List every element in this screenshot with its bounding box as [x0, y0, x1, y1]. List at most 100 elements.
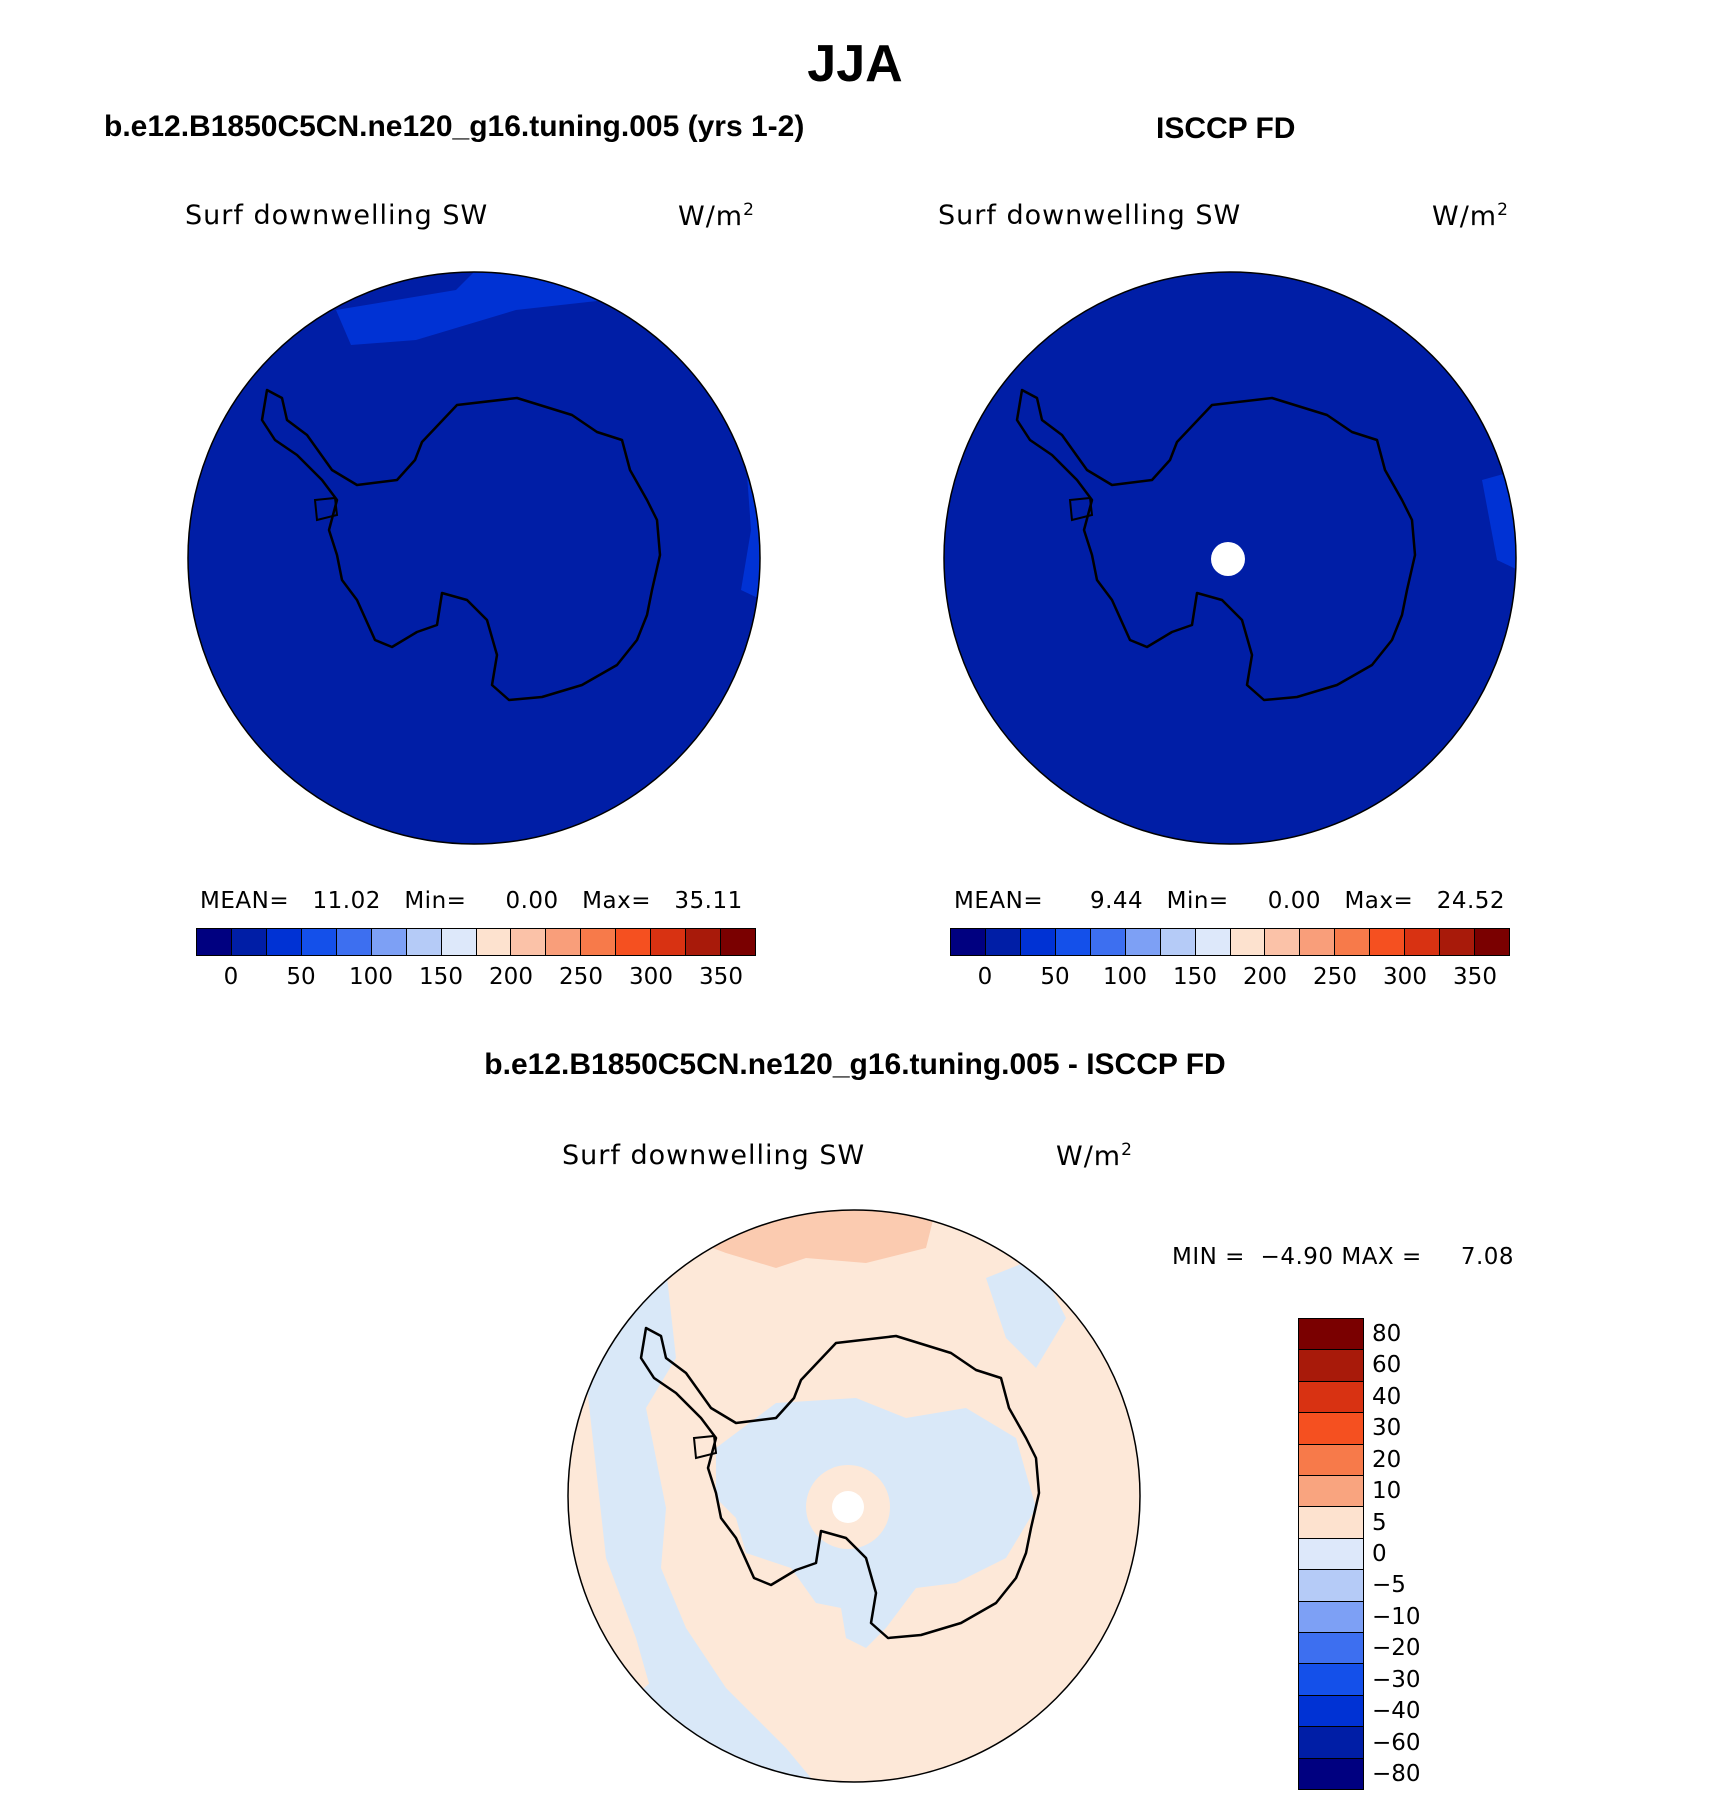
model-min-label: Min= — [404, 888, 467, 914]
colorbar-swatch — [371, 929, 407, 955]
colorbar-tick-label: 250 — [1313, 964, 1357, 990]
model-map — [187, 271, 761, 845]
colorbar-swatch — [231, 929, 267, 955]
colorbar-swatch — [1125, 929, 1161, 955]
colorbar-swatch — [951, 929, 986, 955]
colorbar-tick-label: 200 — [1243, 964, 1287, 990]
colorbar-swatch — [301, 929, 337, 955]
obs-units-label: W/m2 — [1432, 200, 1509, 232]
colorbar-swatch — [1230, 929, 1266, 955]
obs-mean-label: MEAN= — [954, 888, 1044, 914]
colorbar-swatch — [266, 929, 302, 955]
obs-max-label: Max= — [1344, 888, 1414, 914]
model-mean-value: 11.02 — [312, 888, 381, 914]
model-max-label: Max= — [582, 888, 651, 914]
colorbar-tick-label: 20 — [1372, 1446, 1402, 1473]
colorbar-swatch — [1299, 1758, 1363, 1790]
obs-min-label: Min= — [1166, 888, 1229, 914]
figure-title: JJA — [807, 35, 903, 93]
colorbar-swatch — [1299, 1633, 1363, 1665]
obs-max-value: 24.52 — [1436, 888, 1506, 914]
colorbar-tick-label: −80 — [1372, 1761, 1421, 1788]
colorbar-swatch — [1300, 929, 1336, 955]
colorbar-tick-label: 50 — [1040, 964, 1070, 990]
colorbar-tick-label: 300 — [1383, 964, 1427, 990]
colorbar-swatch — [1299, 1570, 1363, 1602]
colorbar-swatch — [546, 929, 582, 955]
colorbar-tick-label: 200 — [489, 964, 533, 990]
colorbar-tick-label: −40 — [1372, 1698, 1421, 1725]
colorbar-swatch — [1299, 1538, 1363, 1571]
colorbar-swatch — [1020, 929, 1056, 955]
diff-max-label: MAX = — [1341, 1244, 1422, 1270]
colorbar-swatch — [511, 929, 547, 955]
colorbar-swatch — [1299, 1381, 1363, 1414]
obs-missing-pole — [1211, 542, 1245, 576]
colorbar-swatch — [721, 929, 755, 955]
colorbar-tick-label: −60 — [1372, 1729, 1421, 1756]
colorbar-tick-label: 0 — [977, 964, 993, 990]
colorbar-tick-label: 150 — [419, 964, 463, 990]
model-units-label: W/m2 — [678, 200, 755, 232]
diff-negative-east-streak — [986, 1258, 1066, 1368]
colorbar-tick-label: −20 — [1372, 1635, 1421, 1662]
diff-units-label: W/m2 — [1056, 1140, 1133, 1172]
model-colorbar — [196, 928, 756, 956]
diff-variable-label: Surf downwelling SW — [562, 1140, 866, 1171]
diff-panel-title: b.e12.B1850C5CN.ne120_g16.tuning.005 - I… — [484, 1048, 1226, 1081]
model-min-value: 0.00 — [505, 888, 559, 914]
colorbar-swatch — [1265, 929, 1301, 955]
obs-variable-label: Surf downwelling SW — [938, 200, 1242, 231]
antarctica-coastline-icon — [639, 1326, 1041, 1640]
model-mean-label: MEAN= — [200, 888, 290, 914]
diff-max-value: 7.08 — [1460, 1244, 1515, 1270]
diff-min-value: −4.90 — [1260, 1244, 1334, 1270]
colorbar-swatch — [476, 929, 512, 955]
colorbar-tick-label: 250 — [559, 964, 603, 990]
colorbar-tick-label: 350 — [699, 964, 743, 990]
colorbar-swatch — [441, 929, 477, 955]
colorbar-swatch — [1299, 1444, 1363, 1477]
colorbar-swatch — [1195, 929, 1231, 955]
colorbar-swatch — [1299, 1350, 1363, 1382]
obs-colorbar — [950, 928, 1510, 956]
obs-min-value: 0.00 — [1267, 888, 1321, 914]
obs-stats: MEAN= 9.44 Min= 0.00 Max= 24.52 — [954, 888, 1505, 914]
colorbar-tick-label: 50 — [286, 964, 316, 990]
colorbar-swatch — [1299, 1664, 1363, 1696]
colorbar-swatch — [1299, 1507, 1363, 1539]
colorbar-swatch — [1475, 929, 1509, 955]
antarctica-coastline-icon — [1015, 388, 1417, 702]
diff-units-text: W/m — [1056, 1141, 1122, 1172]
colorbar-tick-label: −30 — [1372, 1666, 1421, 1693]
colorbar-tick-label: −10 — [1372, 1603, 1421, 1630]
colorbar-tick-label: 150 — [1173, 964, 1217, 990]
diff-units-exponent: 2 — [1121, 1140, 1133, 1160]
colorbar-swatch — [1299, 1476, 1363, 1508]
colorbar-swatch — [1090, 929, 1126, 955]
diff-stats: MIN = −4.90 MAX = 7.08 — [1172, 1244, 1514, 1270]
colorbar-swatch — [1370, 929, 1406, 955]
model-panel-title: b.e12.B1850C5CN.ne120_g16.tuning.005 (yr… — [104, 110, 805, 143]
colorbar-tick-label: 100 — [1103, 964, 1147, 990]
colorbar-tick-label: −5 — [1372, 1572, 1406, 1599]
colorbar-tick-label: 100 — [349, 964, 393, 990]
colorbar-swatch — [1405, 929, 1441, 955]
model-units-exponent: 2 — [743, 200, 755, 220]
colorbar-swatch — [1299, 1413, 1363, 1445]
colorbar-tick-label: 10 — [1372, 1478, 1402, 1505]
obs-units-text: W/m — [1432, 201, 1498, 232]
obs-units-exponent: 2 — [1497, 200, 1509, 220]
obs-map — [943, 271, 1517, 845]
colorbar-swatch — [197, 929, 232, 955]
colorbar-swatch — [581, 929, 617, 955]
colorbar-swatch — [1335, 929, 1371, 955]
colorbar-swatch — [616, 929, 652, 955]
colorbar-swatch — [1160, 929, 1196, 955]
colorbar-swatch — [1440, 929, 1476, 955]
colorbar-tick-label: 350 — [1453, 964, 1497, 990]
colorbar-swatch — [1299, 1727, 1363, 1759]
colorbar-tick-label: 80 — [1372, 1320, 1402, 1347]
colorbar-swatch — [1299, 1319, 1363, 1351]
colorbar-tick-label: 60 — [1372, 1352, 1402, 1379]
